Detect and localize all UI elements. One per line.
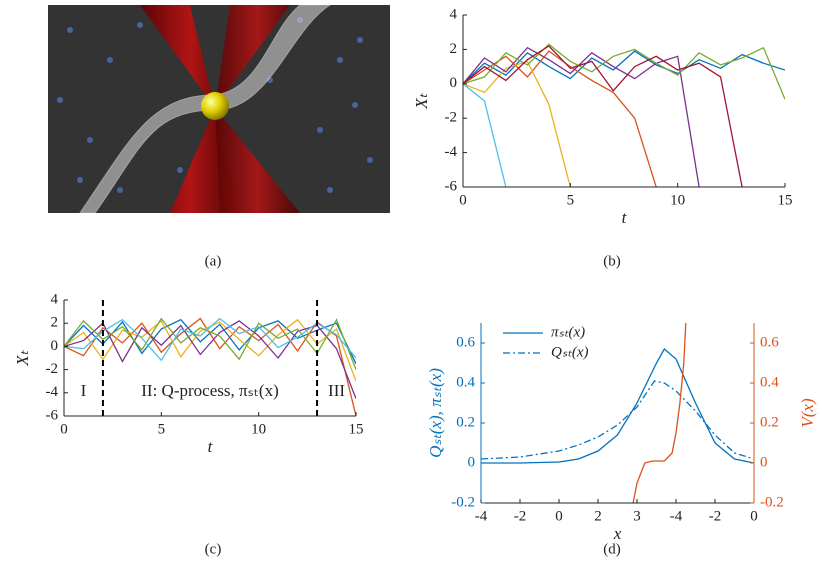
x-tick-label: 0: [60, 421, 68, 437]
caption: (c): [205, 541, 222, 557]
x-tick-label: -2: [514, 508, 527, 524]
y2-tick-label: 0.4: [760, 374, 779, 390]
series-line: [463, 60, 571, 187]
y2-axis-label: V(x): [798, 398, 817, 428]
x-tick-label: 10: [251, 421, 266, 437]
y-tick-label: -2: [445, 110, 458, 126]
particle: [201, 92, 229, 120]
x-axis-label: x: [613, 524, 622, 543]
series-line: [463, 43, 785, 100]
y-axis-label: Xₜ: [13, 349, 32, 366]
x-tick-label: -2: [709, 508, 722, 524]
caption: (d): [603, 541, 621, 557]
legend-label: Qₛₜ(x): [551, 344, 589, 360]
axes: 0 5 10 15 -6 -4 -2 0 2 4 t Xₜ: [412, 6, 793, 226]
caption: (b): [603, 253, 621, 269]
y-tick-label: -6: [445, 178, 458, 194]
y-tick-label: 0.6: [456, 334, 475, 350]
phase-label: II: Q-process, πₛₜ(x): [141, 381, 278, 400]
series-line: [463, 83, 507, 187]
y2-tick-label: 0.6: [760, 334, 779, 350]
y-tick-label: 0: [468, 454, 476, 470]
y-axis-label: Qₛₜ(x), πₛₜ(x): [426, 368, 445, 458]
y-tick-label: 2: [450, 41, 458, 57]
caption: (a): [205, 253, 222, 269]
series-line: [463, 46, 700, 187]
y2-tick-label: 0.2: [760, 414, 779, 430]
y-tick-label: 2: [51, 315, 59, 331]
series-line: [64, 317, 356, 416]
y-axis-label: Xₜ: [412, 92, 431, 109]
y-tick-label: -4: [445, 144, 458, 160]
y-tick-label: -2: [46, 361, 59, 377]
x-tick-label: 15: [349, 421, 364, 437]
y-tick-label: 4: [51, 291, 59, 307]
x-tick-label: 0: [459, 192, 467, 208]
y-tick-label: -0.2: [451, 494, 475, 510]
x-axis-label: t: [622, 208, 628, 227]
laser-beam: [140, 5, 240, 213]
series-line: [632, 322, 687, 503]
legend-label: πₛₜ(x): [551, 324, 585, 340]
x-tick-label: 10: [670, 192, 685, 208]
phase-label: III: [328, 381, 345, 400]
y-tick-label: 0: [450, 75, 458, 91]
x-tick-label: 3: [633, 508, 641, 524]
y-tick-label: -4: [46, 384, 59, 400]
render-panel: [48, 4, 390, 214]
series-line: [481, 347, 754, 464]
phase-label: I: [81, 381, 87, 400]
x-tick-label: 0: [750, 508, 758, 524]
series-line: [463, 50, 657, 187]
y2-tick-label: -0.2: [760, 494, 784, 510]
series-line: [481, 380, 754, 460]
y-tick-label: 0.4: [456, 374, 475, 390]
y-tick-label: 0: [51, 338, 59, 354]
laser-beam: [215, 5, 300, 213]
y2-tick-label: 0: [760, 454, 768, 470]
x-axis-label: t: [208, 437, 214, 456]
x-tick-label: -4: [670, 508, 683, 524]
x-tick-label: 5: [567, 192, 575, 208]
series-line: [64, 317, 356, 362]
x-tick-label: 15: [778, 192, 793, 208]
series-line: [64, 320, 356, 399]
x-tick-label: -4: [475, 508, 488, 524]
axes: 0 5 10 15 -6 -4 -2 0 2 4 t Xₜ I II: Q-process, πₛₜ(x)…: [13, 291, 364, 455]
y-tick-label: 4: [450, 6, 458, 22]
series-line: [463, 45, 743, 187]
x-tick-label: 5: [158, 421, 166, 437]
series-line: [64, 317, 356, 370]
x-tick-label: 0: [555, 508, 563, 524]
y-tick-label: -6: [46, 407, 59, 423]
y-tick-label: 0.2: [456, 414, 475, 430]
axes: -4 -2 0 2 3 -4 -2 0-0.200.20.40.6-0.200.20.40.6…: [426, 322, 817, 543]
x-tick-label: 2: [594, 508, 602, 524]
